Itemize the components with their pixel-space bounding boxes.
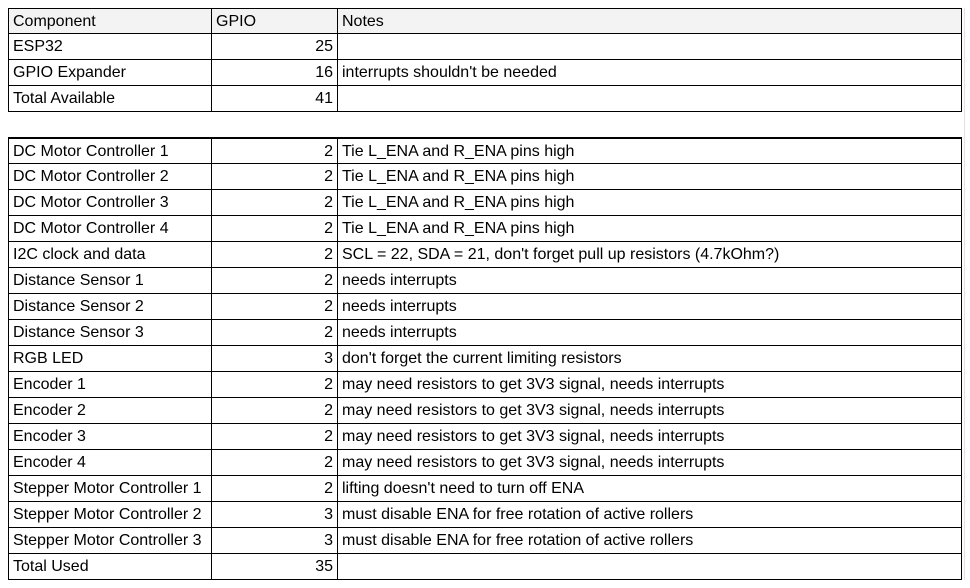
cell-gpio[interactable]: 2 [212, 242, 338, 268]
cell-notes[interactable]: Tie L_ENA and R_ENA pins high [338, 138, 962, 164]
cell-notes[interactable]: lifting doesn't need to turn off ENA [338, 476, 962, 502]
cell-notes[interactable]: SCL = 22, SDA = 21, don't forget pull up… [338, 242, 962, 268]
table-row: Distance Sensor 2 2 needs interrupts [0, 294, 970, 320]
cell-notes[interactable]: may need resistors to get 3V3 signal, ne… [338, 424, 962, 450]
cell-gpio[interactable]: 16 [212, 60, 338, 86]
cell-gpio[interactable]: 2 [212, 190, 338, 216]
cell-notes[interactable]: needs interrupts [338, 268, 962, 294]
empty-cell[interactable] [212, 112, 338, 138]
cell-gpio[interactable]: 2 [212, 476, 338, 502]
table-row: DC Motor Controller 2 2 Tie L_ENA and R_EN… [0, 164, 970, 190]
cell-notes[interactable] [338, 34, 962, 60]
cell-notes[interactable] [338, 86, 962, 112]
cell-component[interactable]: Encoder 2 [8, 398, 212, 424]
cell-component[interactable]: Encoder 3 [8, 424, 212, 450]
table-row: Encoder 2 2 may need resistors to get 3V3 … [0, 398, 970, 424]
header-notes[interactable]: Notes [338, 8, 962, 34]
empty-cell[interactable] [338, 112, 962, 138]
cell-gpio[interactable]: 2 [212, 138, 338, 164]
cell-component[interactable]: Total Available [8, 86, 212, 112]
table-row: GPIO Expander 16 interrupts shouldn't be… [0, 60, 970, 86]
table-row: I2C clock and data 2 SCL = 22, SDA = 21, d… [0, 242, 970, 268]
cell-gpio[interactable]: 2 [212, 268, 338, 294]
cell-component[interactable]: Total Used [8, 554, 212, 580]
table-row: RGB LED 3 don't forget the current limitin… [0, 346, 970, 372]
cell-gpio[interactable]: 3 [212, 346, 338, 372]
cell-component[interactable]: RGB LED [8, 346, 212, 372]
cell-gpio[interactable]: 2 [212, 450, 338, 476]
table-row: Stepper Motor Controller 3 3 must disable … [0, 528, 970, 554]
cell-gpio[interactable]: 25 [212, 34, 338, 60]
cell-notes[interactable]: interrupts shouldn't be needed [338, 60, 962, 86]
header-gpio[interactable]: GPIO [212, 8, 338, 34]
table-row: Distance Sensor 1 2 needs interrupts [0, 268, 970, 294]
cell-notes[interactable] [338, 554, 962, 580]
cell-notes[interactable]: needs interrupts [338, 294, 962, 320]
empty-row [0, 112, 970, 138]
cell-notes[interactable]: must disable ENA for free rotation of ac… [338, 528, 962, 554]
cell-gpio[interactable]: 2 [212, 216, 338, 242]
cell-component[interactable]: Distance Sensor 3 [8, 320, 212, 346]
header-component[interactable]: Component [8, 8, 212, 34]
cell-gpio[interactable]: 2 [212, 398, 338, 424]
cell-component[interactable]: Stepper Motor Controller 2 [8, 502, 212, 528]
cell-component[interactable]: GPIO Expander [8, 60, 212, 86]
table-row: DC Motor Controller 4 2 Tie L_ENA and R_EN… [0, 216, 970, 242]
cell-notes[interactable]: may need resistors to get 3V3 signal, ne… [338, 372, 962, 398]
cell-component[interactable]: DC Motor Controller 4 [8, 216, 212, 242]
table-row: ESP32 25 [0, 34, 970, 60]
table-row: Stepper Motor Controller 2 3 must disable … [0, 502, 970, 528]
cell-notes[interactable]: don't forget the current limiting resist… [338, 346, 962, 372]
table-row: Total Used 35 [0, 554, 970, 580]
table-row: Encoder 3 2 may need resistors to get 3V3 … [0, 424, 970, 450]
cell-notes[interactable]: Tie L_ENA and R_ENA pins high [338, 164, 962, 190]
cell-component[interactable]: Distance Sensor 2 [8, 294, 212, 320]
cell-gpio[interactable]: 3 [212, 502, 338, 528]
table-row: DC Motor Controller 1 2 Tie L_ENA and R_EN… [0, 138, 970, 164]
table-row: Encoder 4 2 may need resistors to get 3V3 … [0, 450, 970, 476]
cell-gpio[interactable]: 2 [212, 294, 338, 320]
cell-notes[interactable]: must disable ENA for free rotation of ac… [338, 502, 962, 528]
cell-component[interactable]: DC Motor Controller 2 [8, 164, 212, 190]
cell-gpio[interactable]: 2 [212, 164, 338, 190]
cell-component[interactable]: ESP32 [8, 34, 212, 60]
table-row: Stepper Motor Controller 1 2 lifting doesn… [0, 476, 970, 502]
cell-component[interactable]: DC Motor Controller 3 [8, 190, 212, 216]
empty-cell[interactable] [8, 112, 212, 138]
cell-notes[interactable]: may need resistors to get 3V3 signal, ne… [338, 450, 962, 476]
cell-gpio[interactable]: 2 [212, 320, 338, 346]
cell-gpio[interactable]: 2 [212, 424, 338, 450]
cell-gpio[interactable]: 35 [212, 554, 338, 580]
cell-notes[interactable]: may need resistors to get 3V3 signal, ne… [338, 398, 962, 424]
cell-component[interactable]: Encoder 1 [8, 372, 212, 398]
cell-notes[interactable]: Tie L_ENA and R_ENA pins high [338, 190, 962, 216]
cell-component[interactable]: Stepper Motor Controller 1 [8, 476, 212, 502]
table-row: Distance Sensor 3 2 needs interrupts [0, 320, 970, 346]
cell-component[interactable]: Encoder 4 [8, 450, 212, 476]
cell-gpio[interactable]: 41 [212, 86, 338, 112]
cell-component[interactable]: DC Motor Controller 1 [8, 138, 212, 164]
cell-gpio[interactable]: 3 [212, 528, 338, 554]
table-row: Total Available 41 [0, 86, 970, 112]
cell-gpio[interactable]: 2 [212, 372, 338, 398]
table-row: Encoder 1 2 may need resistors to get 3V3 … [0, 372, 970, 398]
header-row: Component GPIO Notes [0, 8, 970, 34]
cell-component[interactable]: I2C clock and data [8, 242, 212, 268]
cell-component[interactable]: Stepper Motor Controller 3 [8, 528, 212, 554]
cell-component[interactable]: Distance Sensor 1 [8, 268, 212, 294]
cell-notes[interactable]: needs interrupts [338, 320, 962, 346]
gridline [964, 8, 965, 580]
cell-notes[interactable]: Tie L_ENA and R_ENA pins high [338, 216, 962, 242]
table-row: DC Motor Controller 3 2 Tie L_ENA and R_EN… [0, 190, 970, 216]
